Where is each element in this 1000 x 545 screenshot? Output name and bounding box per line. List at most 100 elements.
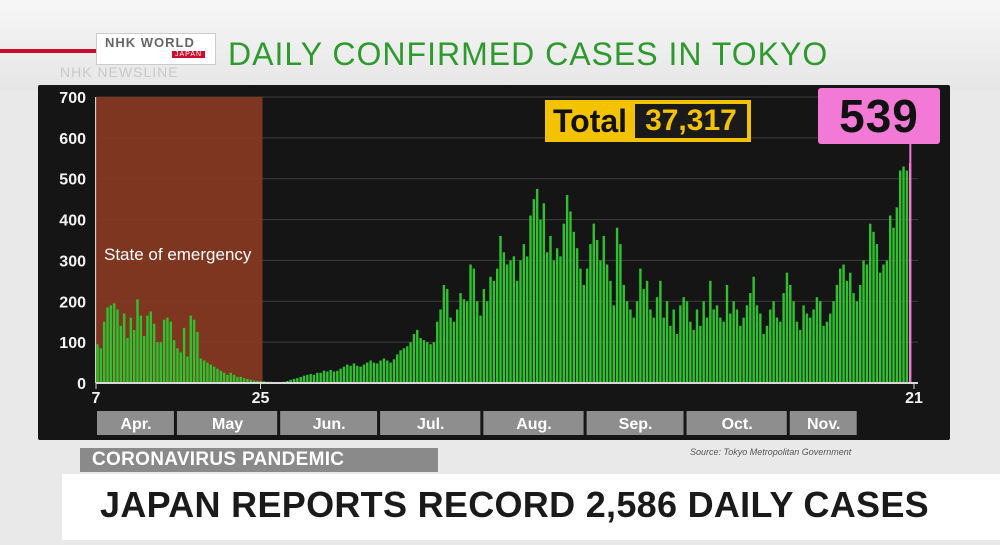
- bar: [542, 203, 546, 383]
- bar: [286, 380, 289, 383]
- bar: [119, 325, 123, 383]
- topic-tag: CORONAVIRUS PANDEMIC: [80, 448, 438, 472]
- bar: [692, 329, 695, 383]
- bar: [482, 289, 486, 383]
- bar: [849, 272, 852, 383]
- y-tick-label: 600: [59, 131, 86, 148]
- bar: [642, 289, 645, 383]
- bar: [459, 293, 462, 383]
- bar: [888, 215, 892, 383]
- bar: [99, 348, 103, 383]
- bar: [762, 333, 765, 383]
- bar: [422, 340, 426, 383]
- bar: [878, 272, 882, 383]
- bar: [392, 359, 396, 383]
- bar: [625, 301, 629, 383]
- bar: [569, 211, 572, 383]
- bar: [552, 260, 556, 383]
- bar: [639, 268, 642, 383]
- bar: [559, 256, 562, 383]
- bar: [772, 301, 775, 383]
- bar: [742, 317, 745, 383]
- bar: [502, 252, 506, 383]
- y-tick-label: 0: [77, 376, 86, 393]
- bar: [342, 366, 346, 383]
- bar: [379, 360, 382, 383]
- bar: [196, 331, 199, 383]
- bar: [549, 235, 552, 383]
- bar: [222, 372, 226, 383]
- bar: [209, 364, 212, 383]
- bar: [246, 378, 249, 383]
- latest-day-badge: 539: [818, 88, 940, 144]
- bar: [805, 313, 809, 383]
- bar: [189, 315, 192, 383]
- y-tick-label: 200: [59, 294, 86, 311]
- total-badge: Total 37,317: [545, 100, 751, 142]
- bar: [396, 354, 399, 383]
- bar: [169, 321, 173, 383]
- bar: [109, 305, 113, 383]
- y-tick-label: 100: [59, 335, 86, 352]
- bar: [96, 344, 99, 383]
- bar: [785, 272, 789, 383]
- bar: [649, 309, 652, 383]
- bar: [822, 325, 825, 383]
- bar: [146, 315, 149, 383]
- bar: [882, 264, 885, 383]
- bar: [675, 333, 679, 383]
- bar: [595, 240, 599, 383]
- bar: [782, 293, 785, 383]
- emergency-label: State of emergency: [104, 245, 252, 264]
- bar: [116, 309, 119, 383]
- bar: [446, 289, 449, 383]
- bar: [652, 317, 655, 383]
- bar: [419, 338, 422, 383]
- bar: [432, 342, 436, 383]
- bar: [316, 372, 319, 383]
- bar: [539, 219, 542, 383]
- bar: [356, 365, 359, 383]
- newsline-watermark: NHK NEWSLINE: [60, 64, 179, 80]
- headline-text: JAPAN REPORTS RECORD 2,586 DAILY CASES: [100, 484, 929, 525]
- bar: [159, 342, 163, 383]
- bar: [865, 264, 869, 383]
- bar: [895, 207, 899, 383]
- bar: [112, 303, 116, 383]
- bar: [525, 256, 529, 383]
- bar: [729, 313, 732, 383]
- bar: [799, 329, 802, 383]
- bar: [462, 299, 466, 383]
- bar: [236, 376, 239, 383]
- bar: [632, 317, 635, 383]
- bar: [406, 346, 409, 383]
- bar: [152, 323, 156, 383]
- bar: [575, 248, 579, 383]
- bar: [829, 313, 832, 383]
- bar: [709, 280, 712, 383]
- month-label: Oct.: [722, 416, 753, 433]
- bar: [862, 260, 865, 383]
- bar: [662, 317, 665, 383]
- bar: [592, 223, 595, 383]
- latest-bar: [908, 162, 912, 383]
- bar: [289, 379, 292, 383]
- bar: [192, 319, 196, 383]
- bar: [366, 362, 369, 383]
- bar: [725, 284, 729, 383]
- bar: [645, 280, 649, 383]
- nhk-world-logo: NHK WORLD JAPAN: [96, 33, 216, 65]
- bar: [732, 301, 735, 383]
- bar: [792, 301, 795, 383]
- bar: [359, 366, 362, 383]
- bar: [329, 369, 332, 383]
- bar: [309, 374, 312, 383]
- bar: [545, 252, 549, 383]
- month-cell: [380, 411, 481, 435]
- bar: [332, 371, 336, 383]
- bar: [182, 327, 186, 383]
- bar: [869, 223, 872, 383]
- month-label: Nov.: [807, 416, 840, 433]
- bar: [719, 317, 722, 383]
- bar: [609, 280, 612, 383]
